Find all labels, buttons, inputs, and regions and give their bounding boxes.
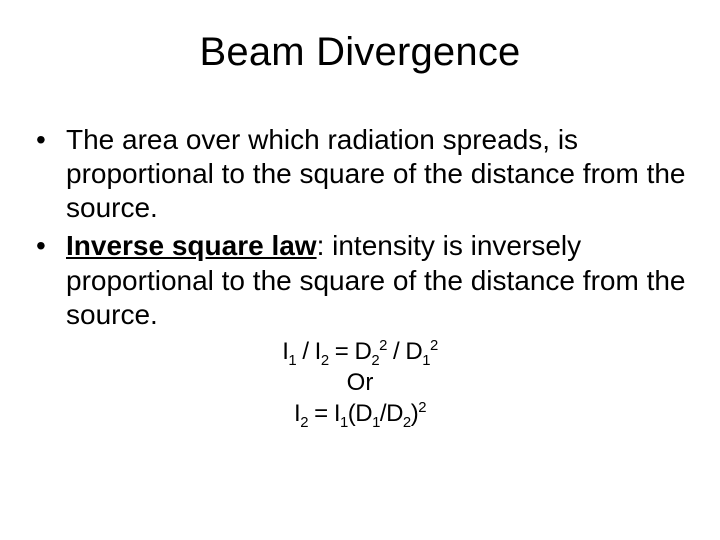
bullet-item-1: The area over which radiation spreads, i…	[34, 123, 686, 225]
formula-line-2: Or	[34, 367, 686, 398]
bullet-text: The area over which radiation spreads, i…	[66, 124, 686, 223]
formula-line-1: I1 / I2 = D22 / D12	[34, 336, 686, 367]
bullet-lead: Inverse square law	[66, 230, 317, 261]
formula-line-3: I2 = I1(D1/D2)2	[34, 398, 686, 429]
formula-block: I1 / I2 = D22 / D12 Or I2 = I1(D1/D2)2	[34, 336, 686, 430]
bullet-item-2: Inverse square law: intensity is inverse…	[34, 229, 686, 331]
slide: Beam Divergence The area over which radi…	[0, 0, 720, 540]
slide-title: Beam Divergence	[34, 30, 686, 75]
bullet-list: The area over which radiation spreads, i…	[34, 123, 686, 332]
